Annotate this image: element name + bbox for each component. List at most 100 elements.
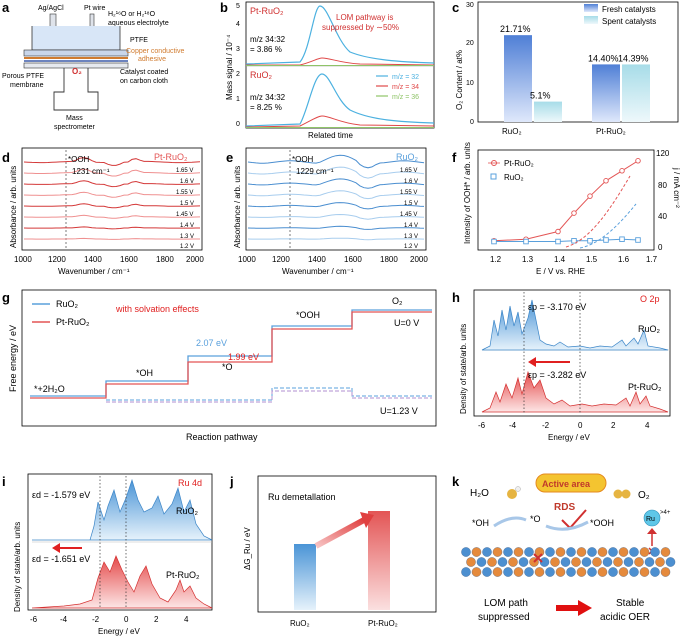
water-molecule-o [507, 489, 517, 499]
lattice-atom-1-2 [487, 557, 497, 567]
ratio-b-bottom-2: = 8.25 % [250, 103, 282, 112]
note-b-2: suppressed by ∼50% [322, 23, 399, 32]
ylabel-e: Absorbance / arb. units [233, 166, 242, 248]
lattice-atom-2-12 [587, 567, 597, 577]
eps-h-bottom: εp = -3.282 eV [528, 370, 586, 380]
curve-b-top-m34 [246, 57, 435, 66]
ms-label-1: Mass [66, 115, 83, 122]
panel-a: a Ag/AgCl Pt wire H₂¹⁶O or H₂¹⁸O aqueous… [2, 0, 184, 131]
ytick-b-5: 5 [236, 3, 240, 10]
xtick-f-0: 1.2 [490, 255, 502, 264]
xtick-d-5: 2000 [186, 255, 204, 264]
bars-c: 21.71% 5.1% 14.40% 14.39% [500, 24, 650, 122]
point-f-0-3 [571, 210, 577, 216]
title-h: O 2p [640, 294, 660, 304]
ylabel-c: O₂ Content / at% [455, 50, 464, 110]
panel-label-c: c [452, 0, 459, 15]
ru-leach-arrowhead [647, 528, 657, 534]
spectrum-e-curves-6 [247, 225, 425, 230]
lattice-atom-1-14 [613, 557, 623, 567]
spectrum-d-curves-6 [23, 226, 200, 230]
panel-label-k: k [452, 474, 460, 489]
dos-h-ruo2 [481, 299, 669, 351]
lattice-atom-1-10 [571, 557, 581, 567]
ylabel-d: Absorbance / arb. units [9, 166, 18, 248]
point-f-0-5 [603, 178, 609, 184]
volt-d-4: 1.45 V [176, 212, 193, 218]
panel-i: i εd = -1.579 eV εd = -1.651 eV Ru 4d Ru… [2, 473, 213, 636]
panel-g: g Free energy / eV Reaction pathway RuO₂… [2, 289, 437, 442]
lattice-atom-2-3 [492, 567, 503, 577]
lattice-atom-0-15 [618, 547, 629, 557]
xlabel-i: Energy / eV [98, 627, 140, 636]
ratio-b-top-2: = 3.86 % [250, 45, 282, 54]
ylabel-b: Mass signal / 10⁻⁴ [225, 34, 234, 100]
volt-d-6: 1.3 V [180, 234, 194, 240]
lattice-atom-1-7 [539, 557, 550, 567]
axes-frame-c [477, 1, 679, 123]
catalyst-lattice [461, 547, 676, 577]
curve-b-bottom-m34 [245, 115, 435, 128]
lattice-atom-0-4 [503, 547, 513, 557]
xtick-f-3: 1.5 [586, 255, 598, 264]
lom-block-x-b [533, 553, 543, 563]
bar-label-c-1-1: 14.39% [618, 53, 649, 63]
volt-e-0: 1.65 V [400, 168, 417, 174]
lattice-atom-0-8 [545, 547, 555, 557]
title-j: Ru demetallation [268, 492, 336, 502]
ytick-b-2: 2 [236, 71, 240, 78]
lattice-atom-0-14 [608, 547, 618, 557]
ylabel-g: Free energy / eV [8, 325, 18, 392]
ylabel-i: Density of state/arb. units [13, 522, 22, 612]
spectrum-e-curves-2 [247, 178, 425, 189]
xtick-e-3: 1600 [344, 255, 362, 264]
xtick-j-1: Pt-RuO₂ [368, 619, 398, 628]
ref-electrode-label: Ag/AgCl [38, 5, 64, 12]
axes-frame-g [21, 289, 437, 427]
panel-label-j: j [229, 474, 234, 489]
shift-arrowhead-h [528, 357, 536, 367]
lattice-atom-0-10 [566, 547, 576, 557]
membrane-label-1: Porous PTFE [2, 73, 44, 80]
lattice-atom-1-4 [508, 557, 518, 567]
lattice-atom-1-12 [592, 557, 602, 567]
name-h-top: RuO₂ [638, 324, 661, 334]
spectrum-e-curves-0 [247, 154, 425, 169]
state-g-2: *O [222, 362, 233, 372]
xtick-h-1: -4 [509, 421, 517, 430]
xtick-e-5: 2000 [410, 255, 428, 264]
eps-h-top: εp = -3.170 eV [528, 302, 586, 312]
dos-i-ptruo2 [31, 555, 213, 609]
lattice-atom-1-11 [581, 557, 592, 567]
panel-b: b 0 1 2 3 4 5 Mass signal / 10⁻⁴ Related… [220, 0, 435, 140]
spectrum-d-curves-2 [23, 180, 201, 188]
val-g-blue: 2.07 eV [196, 338, 227, 348]
electrolyte-label-1: H₂¹⁶O or H₂¹⁸O [108, 11, 156, 18]
state-g-1: *OH [136, 368, 153, 378]
lattice-atom-0-9 [555, 547, 566, 557]
xlabel-h: Energy / eV [548, 433, 590, 442]
title-i: Ru 4d [178, 478, 202, 488]
step-arrow-o-ooh [545, 520, 589, 531]
legend-g-label-0: RuO₂ [56, 299, 79, 309]
lattice-atom-0-16 [629, 547, 639, 557]
panel-d: d *OOH 1231 cm⁻¹ Pt-RuO₂ 1.65 V 1.6 V 1.… [2, 147, 204, 276]
xtick-c-0: RuO₂ [502, 127, 522, 136]
lattice-atom-2-18 [650, 567, 660, 577]
name-h-bottom: Pt-RuO₂ [628, 382, 662, 392]
series-f-0 [493, 160, 639, 242]
stable-label-1: Stable [616, 598, 645, 609]
xtick-h-3: 0 [578, 421, 583, 430]
ru-label: Ru [646, 516, 655, 523]
point-f-1-0 [491, 238, 497, 245]
ylabel-j: ΔG_Ru / eV [243, 527, 252, 570]
lattice-atom-2-10 [566, 567, 576, 577]
xtick-h-5: 4 [645, 421, 650, 430]
volt-d-0: 1.65 V [176, 168, 193, 174]
panel-e: e *OOH 1229 cm⁻¹ RuO₂ 1.65 V 1.6 V 1.55 … [226, 147, 428, 276]
lattice-atom-2-6 [524, 567, 534, 577]
ratio-b-top-1: m/z 34:32 [250, 35, 286, 44]
point-f-0-2 [555, 228, 561, 235]
lattice-atom-0-6 [524, 547, 534, 557]
legend-c-swatch-1 [584, 16, 598, 24]
